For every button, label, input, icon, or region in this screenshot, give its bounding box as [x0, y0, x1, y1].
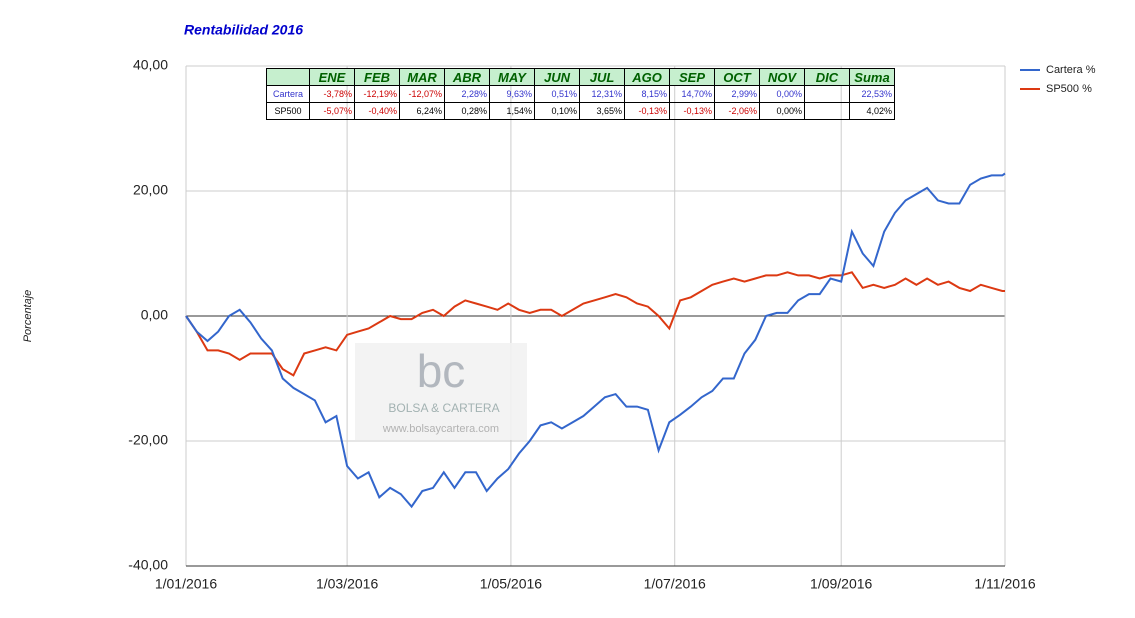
y-tick-label: 0,00 — [141, 307, 168, 323]
table-cell: 2,28% — [444, 85, 490, 103]
header-cell: ENE — [309, 68, 355, 86]
y-tick-label: 20,00 — [133, 182, 168, 198]
row-label: Cartera — [266, 85, 310, 103]
table-cell: -12,19% — [354, 85, 400, 103]
y-tick-label: -40,00 — [128, 557, 168, 573]
header-cell: MAR — [399, 68, 445, 86]
table-cell: 8,15% — [624, 85, 670, 103]
table-cell: 9,63% — [489, 85, 535, 103]
table-cell: -0,13% — [624, 102, 670, 120]
table-cell: -12,07% — [399, 85, 445, 103]
table-cell: 0,10% — [534, 102, 580, 120]
returns-table: ENE FEB MAR ABR MAY JUN JUL AGO SEP OCT NOV DIC Suma… — [266, 68, 895, 120]
series-line — [185, 271, 1005, 377]
x-tick-label: 1/07/2016 — [644, 576, 706, 592]
x-tick-label: 1/03/2016 — [316, 576, 378, 592]
x-tick-label: 1/09/2016 — [810, 576, 872, 592]
header-cell: DIC — [804, 68, 850, 86]
table-cell: 1,54% — [489, 102, 535, 120]
table-cell: 0,00% — [759, 85, 805, 103]
table-cell: 0,28% — [444, 102, 490, 120]
table-cell: -0,13% — [669, 102, 715, 120]
header-cell: MAY — [489, 68, 535, 86]
header-cell: ABR — [444, 68, 490, 86]
header-cell: OCT — [714, 68, 760, 86]
table-cell: -3,78% — [309, 85, 355, 103]
y-tick-label: 40,00 — [133, 57, 168, 73]
watermark: bc BOLSA & CARTERA www.bolsaycartera.com — [355, 343, 527, 440]
table-cell: 22,53% — [849, 85, 895, 103]
table-cell: 2,99% — [714, 85, 760, 103]
table-cell: -2,06% — [714, 102, 760, 120]
watermark-brand: BOLSA & CARTERA — [388, 401, 499, 415]
watermark-url: www.bolsaycartera.com — [382, 423, 499, 435]
series-line — [185, 172, 1006, 509]
watermark-box — [355, 343, 527, 440]
header-cell: NOV — [759, 68, 805, 86]
table-cell: -0,40% — [354, 102, 400, 120]
x-tick-label: 1/05/2016 — [480, 576, 542, 592]
table-cell: -5,07% — [309, 102, 355, 120]
header-cell — [266, 68, 310, 86]
x-tick-label: 1/11/2016 — [974, 576, 1035, 592]
y-axis-label: Porcentaje — [22, 290, 34, 343]
x-tick-label: 1/01/2016 — [155, 576, 217, 592]
table-cell: 0,00% — [759, 102, 805, 120]
table-row: Cartera -3,78% -12,19% -12,07% 2,28% 9,63% 0,5… — [266, 85, 895, 103]
table-cell: 0,51% — [534, 85, 580, 103]
row-label: SP500 — [266, 102, 310, 120]
grid — [185, 65, 1006, 567]
table-cell: 12,31% — [579, 85, 625, 103]
y-tick-label: -20,00 — [128, 432, 168, 448]
header-cell: FEB — [354, 68, 400, 86]
header-cell: AGO — [624, 68, 670, 86]
legend-label: Cartera % — [1046, 64, 1096, 76]
header-cell: JUN — [534, 68, 580, 86]
header-cell: SEP — [669, 68, 715, 86]
table-cell — [804, 85, 850, 103]
chart-title: Rentabilidad 2016 — [184, 22, 303, 38]
watermark-logo: bc — [417, 345, 466, 397]
header-cell: JUL — [579, 68, 625, 86]
table-row: SP500 -5,07% -0,40% 6,24% 0,28% 1,54% 0,10% 3,6… — [266, 102, 895, 120]
table-cell: 14,70% — [669, 85, 715, 103]
table-header: ENE FEB MAR ABR MAY JUN JUL AGO SEP OCT NOV DIC Suma — [266, 68, 895, 86]
header-cell: Suma — [849, 68, 895, 86]
table-cell — [804, 102, 850, 120]
legend-label: SP500 % — [1046, 83, 1092, 95]
table-cell: 6,24% — [399, 102, 445, 120]
table-cell: 3,65% — [579, 102, 625, 120]
table-cell: 4,02% — [849, 102, 895, 120]
